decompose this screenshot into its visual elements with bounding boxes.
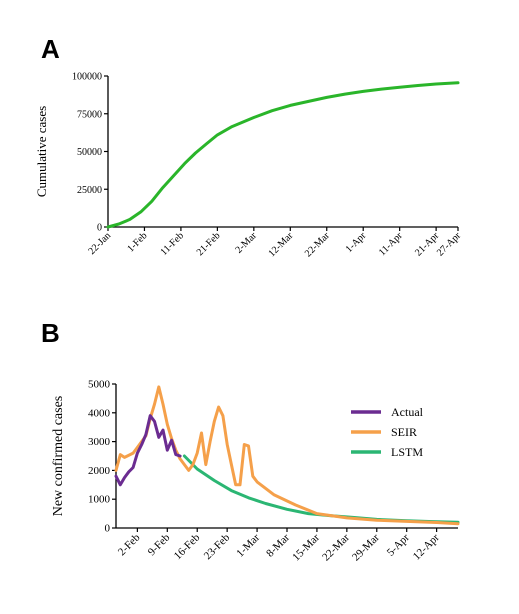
x-tick-label: 22-Mar xyxy=(303,230,332,259)
x-tick-label: 27-Apr xyxy=(435,230,464,259)
x-tick-label: 22-Jan xyxy=(86,230,113,257)
y-tick-label: 25000 xyxy=(77,185,102,196)
y-tick-label: 2000 xyxy=(88,465,111,477)
x-tick-label: 11-Feb xyxy=(158,230,186,258)
legend-label-actual: Actual xyxy=(391,405,424,419)
x-tick-label: 16-Feb xyxy=(172,531,203,562)
y-axis-label: New confirmed cases xyxy=(51,396,66,517)
legend: Actual SEIR LSTM xyxy=(351,405,424,459)
x-tick-label: 12-Apr xyxy=(411,531,442,562)
x-tick-label: 21-Feb xyxy=(195,230,223,258)
legend-label-seir: SEIR xyxy=(391,425,417,439)
y-tick-label: 0 xyxy=(105,523,111,535)
y-tick-label: 0 xyxy=(97,223,102,234)
series-line-lstm xyxy=(182,454,460,524)
x-tick-label: 1-Feb xyxy=(125,230,149,254)
y-tick-label: 3000 xyxy=(88,436,111,448)
y-tick-label: 1000 xyxy=(88,494,111,506)
series-line-cumulative xyxy=(106,81,460,229)
legend-label-lstm: LSTM xyxy=(391,445,423,459)
chart-panel-a: 0 25000 50000 75000 100000 22-Jan 1-Feb 11-Feb 2… xyxy=(34,72,464,260)
x-tick-label: 12-Mar xyxy=(266,230,295,259)
y-tick-label: 75000 xyxy=(77,109,102,120)
chart-panel-b: 0 1000 2000 3000 4000 5000 2-Feb 9-Feb 16-Feb 23-… xyxy=(51,379,460,563)
y-tick-label: 50000 xyxy=(77,147,102,158)
y-tick-label: 4000 xyxy=(88,407,111,419)
x-tick-label: 29-Mar xyxy=(350,531,382,563)
x-tick-label: 1-Mar xyxy=(234,531,262,559)
x-tick-label: 8-Mar xyxy=(264,531,292,559)
x-tick-label: 2-Feb xyxy=(116,531,143,558)
x-tick-label: 23-Feb xyxy=(202,531,233,562)
x-tick-label: 22-Mar xyxy=(320,531,352,563)
series-line-seir xyxy=(114,385,460,526)
y-axis-label: Cumulative cases xyxy=(34,106,49,197)
series-line-actual xyxy=(114,414,182,487)
panel-label-a: A xyxy=(41,34,60,64)
y-tick-label: 5000 xyxy=(88,379,111,391)
x-tick-label: 1-Apr xyxy=(344,230,369,255)
x-tick-label: 9-Feb xyxy=(146,531,173,558)
x-tick-label: 5-Apr xyxy=(385,531,412,558)
x-tick-label: 2-Mar xyxy=(233,230,259,256)
panel-label-b: B xyxy=(41,318,60,348)
x-tick-label: 15-Mar xyxy=(290,531,322,563)
x-tick-label: 11-Apr xyxy=(377,230,405,258)
y-tick-label: 100000 xyxy=(72,72,102,83)
